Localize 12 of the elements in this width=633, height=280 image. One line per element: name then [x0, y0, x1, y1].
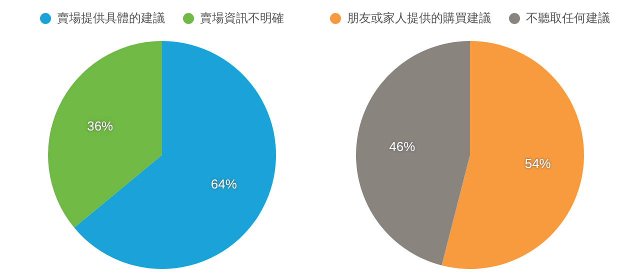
data-label: 54% [524, 156, 552, 172]
data-label: 64% [210, 176, 238, 192]
legend-label: 不聽取任何建議 [525, 10, 610, 26]
data-label: 46% [389, 138, 416, 154]
legend-label: 朋友或家人提供的購買建議 [346, 10, 491, 26]
legend-label: 賣場提供具體的建議 [56, 10, 165, 26]
legend-label: 賣場資訊不明確 [199, 10, 284, 26]
data-label: 36% [87, 118, 114, 134]
pie-slice [356, 41, 470, 266]
pie-slice [74, 41, 276, 269]
pie-slice [442, 41, 584, 269]
pie-slice [48, 41, 162, 228]
